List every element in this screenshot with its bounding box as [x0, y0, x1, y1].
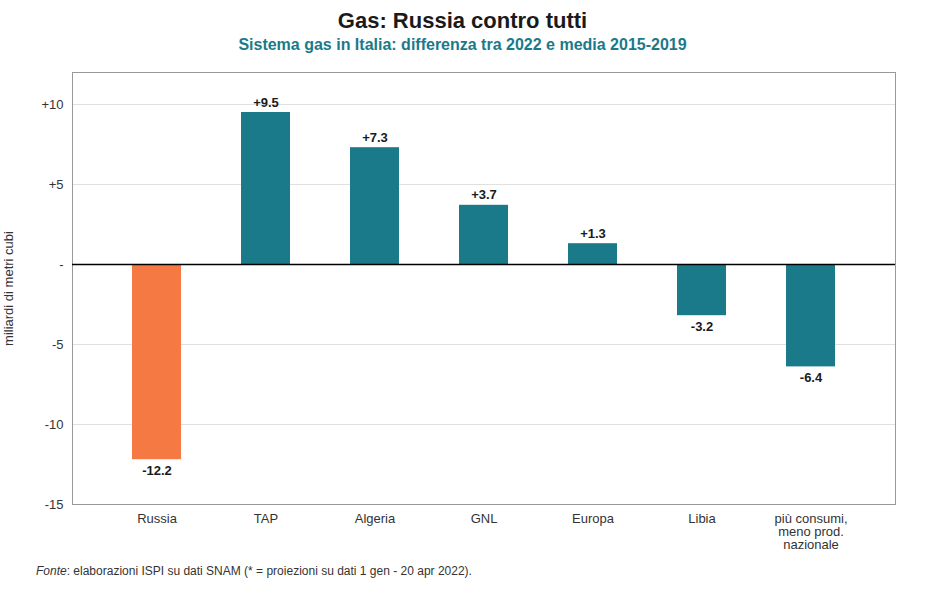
- svg-text:Europa: Europa: [572, 511, 615, 526]
- svg-text:-15: -15: [45, 497, 64, 512]
- svg-text:Algeria: Algeria: [355, 511, 396, 526]
- svg-text:+5: +5: [49, 177, 64, 192]
- svg-text:-: -: [59, 257, 63, 272]
- svg-text:più consumi,meno prod.nazional: più consumi,meno prod.nazionale: [775, 511, 848, 552]
- svg-text:+10: +10: [41, 97, 63, 112]
- html-text:Sistema gas in Italia: differe: Sistema gas in Italia: differenza tra 20…: [238, 36, 687, 53]
- svg-text:+1.3: +1.3: [580, 226, 606, 241]
- svg-text:TAP: TAP: [254, 511, 278, 526]
- svg-text:GNL: GNL: [471, 511, 498, 526]
- html-text:Fonte: elaborazioni ISPI su da: Fonte: elaborazioni ISPI su dati SNAM (*…: [36, 564, 472, 578]
- svg-text:-5: -5: [52, 337, 64, 352]
- svg-text:Russia: Russia: [137, 511, 178, 526]
- html-text:Gas: Russia contro tutti: Gas: Russia contro tutti: [337, 8, 588, 33]
- svg-text:-12.2: -12.2: [142, 463, 172, 478]
- svg-text:-3.2: -3.2: [691, 319, 713, 334]
- svg-text:Libia: Libia: [688, 511, 716, 526]
- svg-text:miliardi di metri cubi: miliardi di metri cubi: [1, 231, 16, 346]
- svg-text:+7.3: +7.3: [362, 130, 388, 145]
- svg-text:-10: -10: [45, 417, 64, 432]
- svg-text:+3.7: +3.7: [471, 187, 497, 202]
- svg-text:-6.4: -6.4: [800, 370, 823, 385]
- svg-text:+9.5: +9.5: [253, 95, 279, 110]
